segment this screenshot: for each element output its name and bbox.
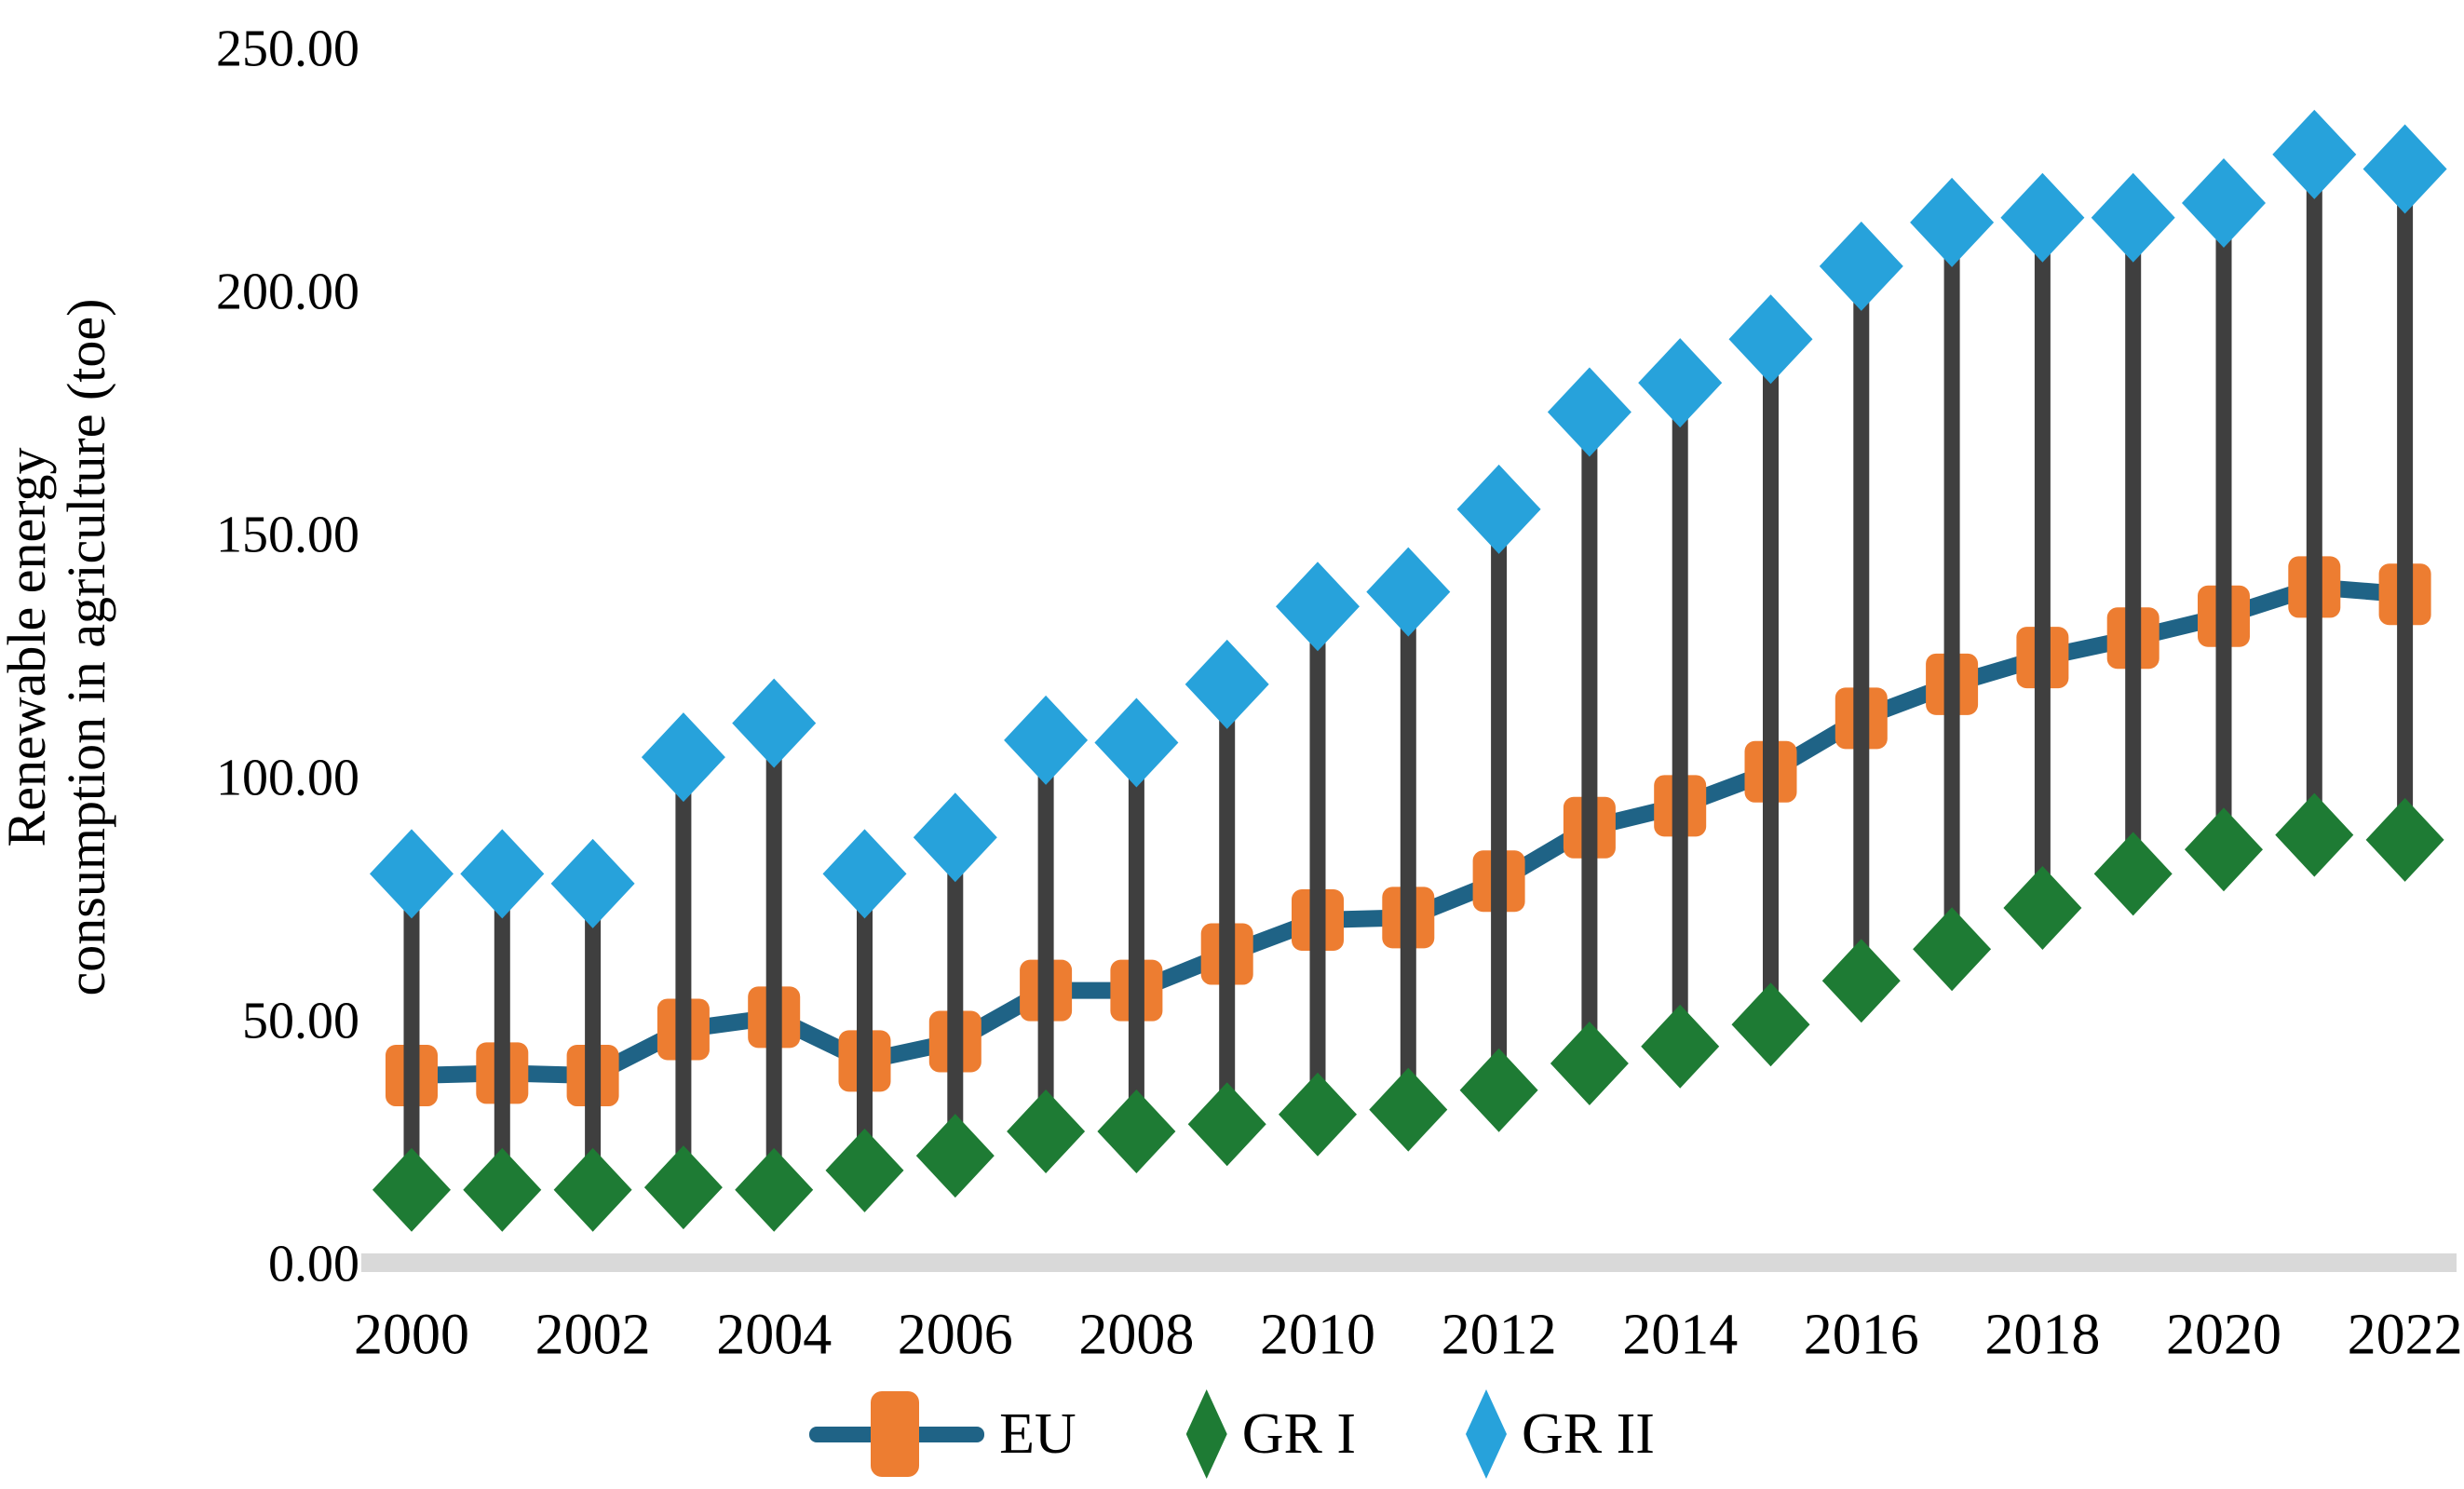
gr2-series-markers: [370, 109, 2447, 928]
gr2-marker: [1819, 221, 1903, 311]
y-tick-label: 50.00: [242, 993, 359, 1050]
gr1-marker: [2003, 865, 2082, 950]
x-tick-label: 2022: [2348, 1304, 2463, 1367]
legend-item-gr2: GR II: [1466, 1389, 1655, 1479]
gr2-marker: [2272, 109, 2357, 199]
y-axis-title: Renewable energy consumption in agricultu…: [0, 299, 116, 996]
gr2-marker: [1185, 639, 1269, 729]
gr2-marker: [1276, 562, 1360, 652]
gr1-marker: [463, 1147, 542, 1232]
gr2-marker: [2182, 158, 2266, 249]
eu-square-swatch: [871, 1391, 920, 1477]
gr1-marker: [2185, 807, 2263, 892]
gr1-marker: [735, 1147, 814, 1232]
gr2-diamond-icon: [1466, 1389, 1507, 1479]
gr1-marker: [1641, 1004, 1720, 1089]
x-tick-label: 2006: [898, 1304, 1013, 1367]
x-axis-tick-labels: 2000 2002 2004 2006 2008 2010 2012 2014 2016 2018…: [354, 1304, 2463, 1367]
x-tick-label: 2004: [716, 1304, 832, 1367]
eu-legend-marker-icon: [809, 1391, 985, 1477]
x-tick-label: 2010: [1260, 1304, 1375, 1367]
y-tick-label: 0.00: [268, 1236, 359, 1293]
svg-text:consumption in agriculture (to: consumption in agriculture (toe): [56, 299, 116, 996]
gr2-marker: [370, 829, 454, 919]
gr2-marker: [641, 712, 725, 803]
gr1-marker: [643, 1145, 723, 1230]
x-axis-baseline: [361, 1253, 2457, 1272]
y-tick-label: 100.00: [216, 750, 359, 807]
gr1-marker: [1369, 1067, 1448, 1152]
x-tick-label: 2000: [354, 1304, 469, 1367]
gr2-marker: [1004, 695, 1089, 785]
legend-label-gr2: GR II: [1522, 1402, 1655, 1466]
gr1-series-markers: [372, 792, 2444, 1232]
gr2-marker: [1094, 697, 1179, 788]
gr1-marker: [372, 1147, 451, 1232]
x-tick-label: 2002: [535, 1304, 651, 1367]
gr1-marker: [1821, 939, 1901, 1023]
y-axis-tick-labels: 0.00 50.00 100.00 150.00 200.00 250.00: [216, 20, 359, 1293]
x-tick-label: 2018: [1984, 1304, 2100, 1367]
gr1-marker: [915, 1114, 995, 1198]
gr1-marker: [1279, 1072, 1357, 1157]
gr2-marker: [1456, 464, 1541, 554]
legend-label-gr1: GR I: [1241, 1402, 1356, 1466]
gr2-marker: [2362, 124, 2447, 214]
gr1-marker: [1097, 1090, 1176, 1174]
gr1-marker: [1913, 907, 1992, 992]
gr1-marker: [1731, 982, 1810, 1067]
gr1-marker: [553, 1147, 632, 1232]
gr2-marker: [732, 678, 817, 768]
x-tick-label: 2016: [1804, 1304, 1919, 1367]
gr1-marker: [1187, 1082, 1266, 1167]
legend-label-eu: EU: [999, 1402, 1076, 1466]
x-tick-label: 2012: [1442, 1304, 1557, 1367]
gr2-marker: [550, 838, 635, 928]
gr2-marker: [1728, 294, 1813, 385]
svg-text:Renewable energy: Renewable energy: [0, 448, 57, 847]
gr1-marker: [2275, 792, 2354, 877]
x-tick-label: 2020: [2166, 1304, 2281, 1367]
x-tick-label: 2014: [1622, 1304, 1738, 1367]
gr1-marker: [1459, 1048, 1538, 1132]
gr2-marker: [913, 792, 997, 883]
gr2-marker: [460, 829, 545, 919]
gr2-marker: [2000, 172, 2085, 263]
legend-item-eu: EU: [809, 1391, 1076, 1477]
gr1-marker: [2365, 797, 2444, 882]
gr2-marker: [822, 829, 907, 919]
y-tick-label: 150.00: [216, 507, 359, 564]
x-tick-label: 2008: [1078, 1304, 1194, 1367]
gr2-marker: [1547, 367, 1631, 457]
gr2-marker: [2091, 172, 2175, 263]
gr2-marker: [1638, 338, 1723, 428]
gr1-marker: [2093, 832, 2173, 916]
gr2-marker: [1366, 547, 1451, 637]
y-tick-label: 200.00: [216, 264, 359, 321]
high-low-lines: [403, 154, 2414, 1190]
legend-item-gr1: GR I: [1185, 1389, 1356, 1479]
chart-legend: EU GR I GR II: [0, 1389, 2464, 1479]
gr1-marker: [825, 1128, 904, 1212]
y-tick-label: 250.00: [216, 20, 359, 78]
gr2-marker: [1910, 177, 1995, 267]
gr1-marker: [1007, 1090, 1086, 1174]
gr1-diamond-icon: [1185, 1389, 1227, 1479]
gr1-marker: [1550, 1021, 1629, 1105]
